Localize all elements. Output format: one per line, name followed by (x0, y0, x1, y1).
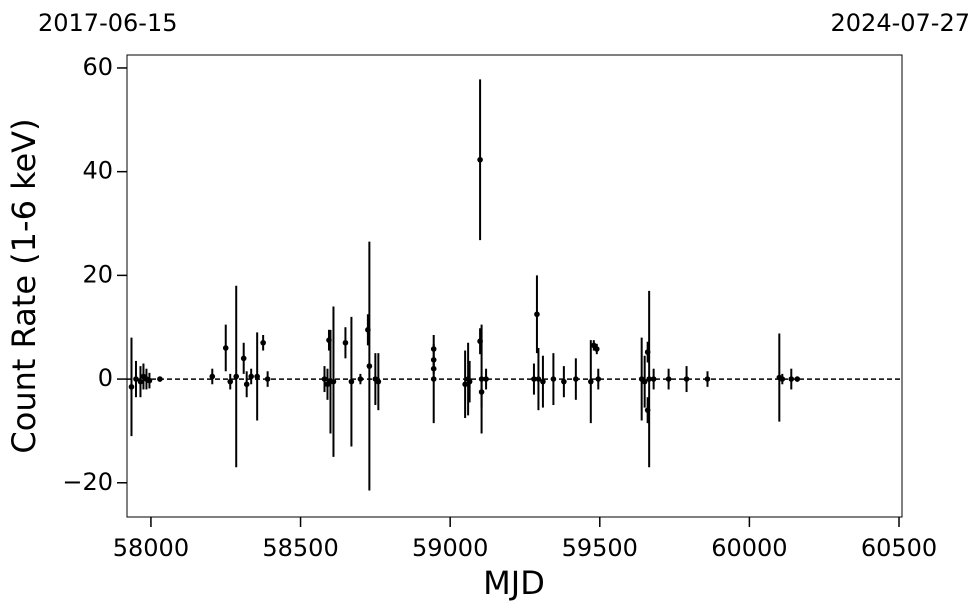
data-point (550, 376, 557, 382)
data-point (366, 363, 373, 369)
data-point (593, 346, 600, 352)
data-point (483, 376, 489, 382)
data-point (478, 376, 485, 382)
data-point (646, 376, 652, 382)
data-point (264, 376, 271, 382)
x-tick-label: 59500 (562, 534, 638, 562)
data-point (342, 339, 349, 346)
top-left-label: 2017-06-15 (38, 9, 177, 37)
data-point (794, 376, 801, 382)
data-point (641, 378, 648, 385)
data-point (466, 378, 473, 385)
data-point (209, 373, 216, 380)
data-point (779, 376, 786, 382)
data-point (561, 378, 567, 385)
data-point (248, 373, 254, 380)
y-tick-label: 40 (82, 157, 113, 185)
y-tick-label: 60 (82, 53, 113, 81)
data-point (535, 376, 542, 382)
data-point (430, 346, 437, 352)
data-point (650, 376, 657, 382)
data-point (588, 378, 594, 385)
y-axis-label: Count Rate (1-6 keV) (5, 118, 43, 453)
data-point (357, 376, 364, 382)
x-tick-label: 58500 (262, 534, 338, 562)
data-point (330, 378, 337, 385)
data-point (430, 365, 437, 372)
data-point (531, 376, 537, 382)
top-right-label: 2024-07-27 (831, 9, 970, 37)
plot-frame (126, 54, 903, 518)
data-point (573, 376, 579, 382)
x-tick-label: 60000 (711, 534, 787, 562)
data-point (243, 381, 250, 388)
data-point (233, 373, 240, 380)
data-point (375, 378, 382, 385)
data-point (157, 376, 163, 382)
data-point (321, 376, 328, 382)
data-point (430, 357, 437, 363)
y-tick-label: 0 (98, 364, 113, 392)
data-point (240, 355, 247, 362)
data-point (227, 378, 234, 385)
data-point (254, 373, 260, 380)
x-tick-label: 60500 (861, 534, 937, 562)
data-point (128, 384, 135, 390)
data-point (137, 378, 144, 385)
data-point (683, 376, 690, 382)
data-point (665, 376, 672, 382)
data-point (348, 378, 355, 385)
data-point (540, 378, 546, 385)
data-point (222, 345, 229, 351)
y-tick-label: 20 (82, 260, 113, 288)
data-point (595, 376, 602, 382)
x-tick-label: 58000 (113, 534, 189, 562)
data-point (133, 376, 139, 382)
data-point (534, 311, 540, 318)
data-point (146, 377, 153, 384)
x-axis-label: MJD (483, 564, 545, 602)
data-point (260, 339, 266, 346)
data-point (430, 376, 437, 382)
x-tick-label: 59000 (412, 534, 488, 562)
data-point (704, 376, 711, 382)
data-point (788, 376, 795, 382)
data-point (462, 381, 468, 388)
data-point (477, 156, 483, 163)
y-tick-label: −20 (62, 468, 113, 496)
